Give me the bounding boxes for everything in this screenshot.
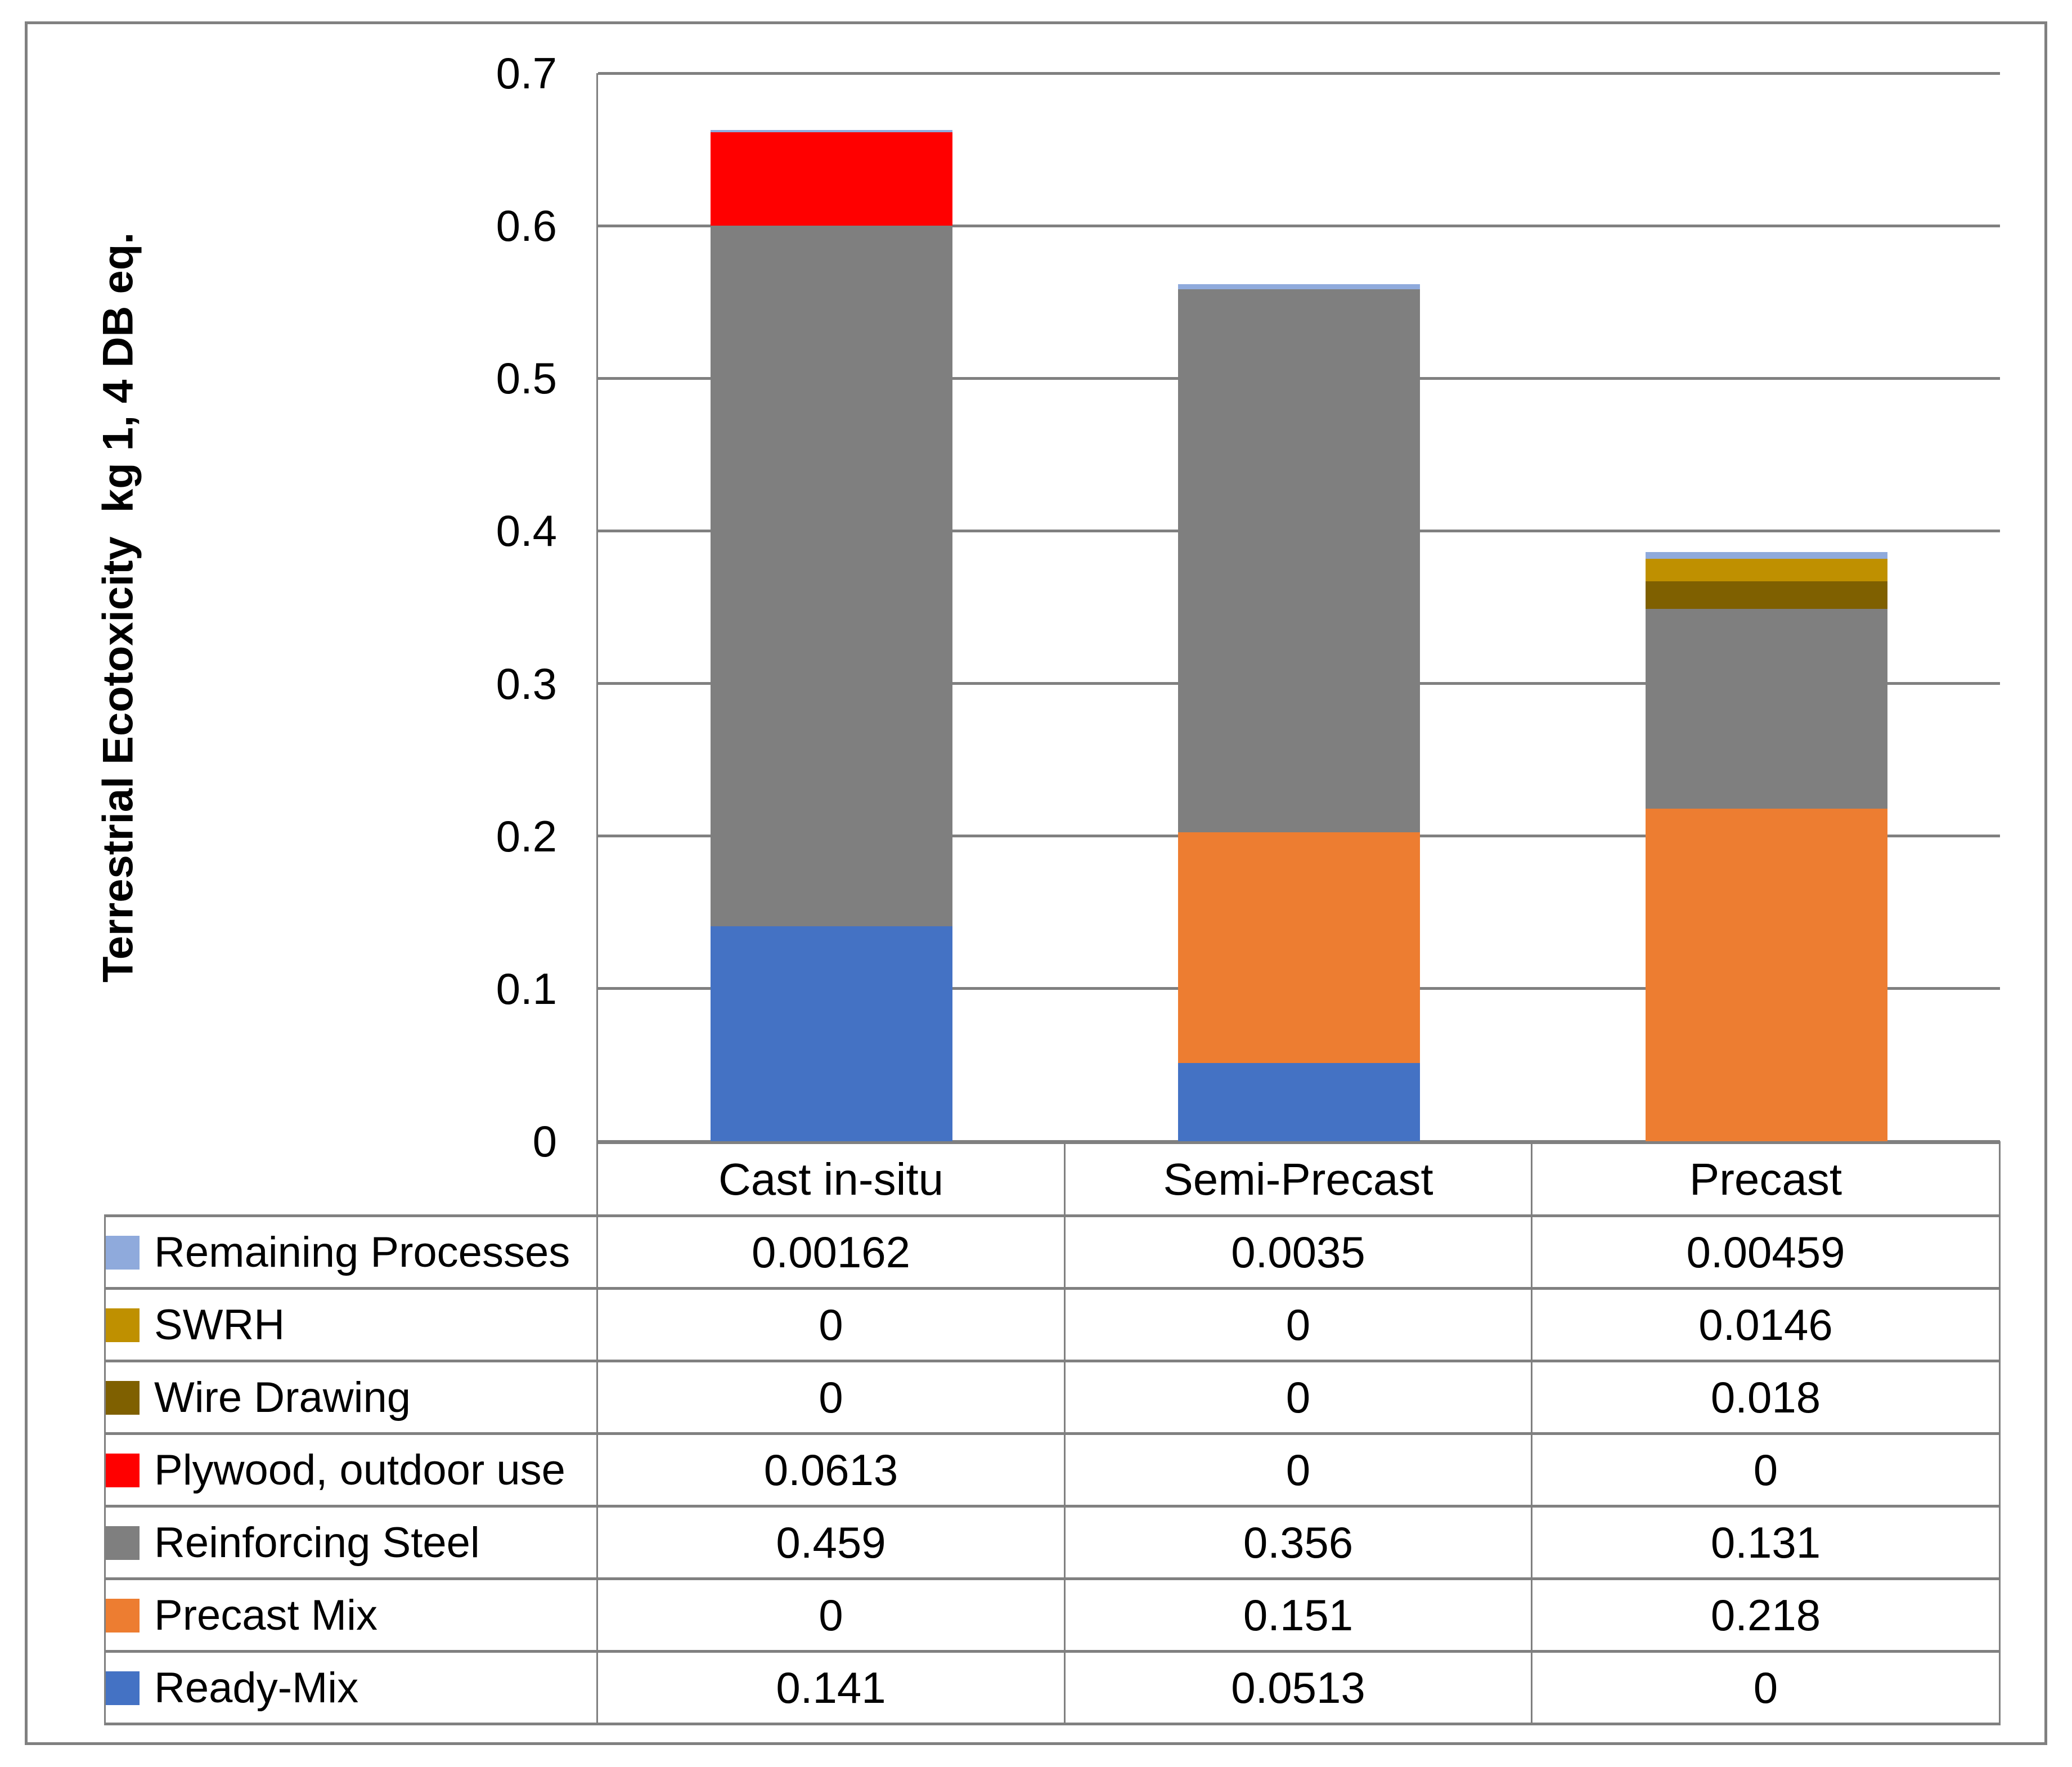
legend-cell: Reinforcing Steel <box>104 1505 598 1580</box>
legend-cell: SWRH <box>104 1287 598 1362</box>
value-cell: 0 <box>1531 1650 2001 1725</box>
legend-key-swatch <box>106 1526 140 1560</box>
y-tick-label: 0.1 <box>496 963 557 1013</box>
y-axis-title: Terrestrial Ecotoxicity kg 1, 4 DB eq. <box>94 232 142 983</box>
value-cell: 0.218 <box>1531 1577 2001 1653</box>
table-row-remaining-processes: Remaining Processes 0.00162 0.0035 0.00459 <box>104 1214 2001 1290</box>
y-tick-label: 0 <box>532 1116 557 1166</box>
category-header-semi-precast: Semi-Precast <box>1064 1141 1532 1217</box>
y-tick-label: 0.7 <box>496 48 557 98</box>
value-cell: 0.459 <box>596 1505 1066 1580</box>
value-cell: 0.00459 <box>1531 1214 2001 1290</box>
legend-cell: Precast Mix <box>104 1577 598 1653</box>
series-label: Remaining Processes <box>154 1228 570 1276</box>
value-cell: 0 <box>1064 1432 1532 1508</box>
value-cell: 0.131 <box>1531 1505 2001 1580</box>
series-label: SWRH <box>154 1300 285 1349</box>
plot-area <box>596 71 2000 1143</box>
table-row-wire-drawing: Wire Drawing 0 0 0.018 <box>104 1360 2001 1435</box>
legend-cell: Plywood, outdoor use <box>104 1432 598 1508</box>
gridline-y-0 <box>598 1140 2000 1143</box>
y-tick-label: 0.2 <box>496 811 557 861</box>
value-cell: 0.00162 <box>596 1214 1066 1290</box>
value-cell: 0.141 <box>596 1650 1066 1725</box>
bar-segment-remaining-processes-cast-in-situ <box>711 129 953 132</box>
y-tick-label: 0.5 <box>496 353 557 403</box>
bar-segment-precast-mix-semi-precast <box>1178 832 1420 1063</box>
legend-key-swatch <box>106 1599 140 1633</box>
legend-key-swatch <box>106 1236 140 1270</box>
series-label: Ready-Mix <box>154 1663 359 1712</box>
value-cell: 0.0513 <box>1064 1650 1532 1725</box>
legend-key-swatch <box>106 1308 140 1343</box>
value-cell: 0 <box>596 1360 1066 1435</box>
series-label: Plywood, outdoor use <box>154 1446 565 1494</box>
table-row-plywood-outdoor-use: Plywood, outdoor use 0.0613 0 0 <box>104 1432 2001 1508</box>
table-corner-cell <box>105 1143 597 1216</box>
bar-segment-ready-mix-cast-in-situ <box>711 926 953 1141</box>
gridline-y-0.7 <box>598 71 2000 75</box>
legend-key-swatch <box>106 1671 140 1706</box>
value-cell: 0.018 <box>1531 1360 2001 1435</box>
bar-segment-reinforcing-steel-precast <box>1645 608 1887 809</box>
table-row-swrh: SWRH 0 0 0.0146 <box>104 1287 2001 1362</box>
data-table: Cast in-situ Semi-Precast Precast Remaining… <box>104 1141 2001 1725</box>
y-tick-label: 0.6 <box>496 201 557 251</box>
table-row-precast-mix: Precast Mix 0 0.151 0.218 <box>104 1577 2001 1653</box>
value-cell: 0 <box>1531 1432 2001 1508</box>
series-label: Reinforcing Steel <box>154 1518 480 1567</box>
series-label: Wire Drawing <box>154 1373 411 1421</box>
legend-cell: Ready-Mix <box>104 1650 598 1725</box>
value-cell: 0 <box>1064 1287 1532 1362</box>
legend-cell: Remaining Processes <box>104 1214 598 1290</box>
y-tick-label: 0.3 <box>496 658 557 708</box>
value-cell: 0.0613 <box>596 1432 1066 1508</box>
value-cell: 0.356 <box>1064 1505 1532 1580</box>
value-cell: 0 <box>596 1287 1066 1362</box>
value-cell: 0.0035 <box>1064 1214 1532 1290</box>
series-label: Precast Mix <box>154 1591 377 1639</box>
table-row-ready-mix: Ready-Mix 0.141 0.0513 0 <box>104 1650 2001 1725</box>
chart-outer-border <box>25 21 2047 1745</box>
bar-segment-swrh-precast <box>1645 559 1887 581</box>
table-row-reinforcing-steel: Reinforcing Steel 0.459 0.356 0.131 <box>104 1505 2001 1580</box>
value-cell: 0 <box>596 1577 1066 1653</box>
category-header-row: Cast in-situ Semi-Precast Precast <box>105 1141 2001 1217</box>
bar-segment-remaining-processes-precast <box>1645 551 1887 559</box>
gridline-y-0.6 <box>598 224 2000 227</box>
value-cell: 0.0146 <box>1531 1287 2001 1362</box>
legend-key-swatch <box>106 1381 140 1415</box>
bar-segment-reinforcing-steel-cast-in-situ <box>711 226 953 926</box>
category-header-cast-in-situ: Cast in-situ <box>596 1141 1066 1217</box>
category-header-precast: Precast <box>1531 1141 2001 1217</box>
bar-segment-reinforcing-steel-semi-precast <box>1178 289 1420 833</box>
legend-cell: Wire Drawing <box>104 1360 598 1435</box>
y-tick-label: 0.4 <box>496 506 557 556</box>
value-cell: 0.151 <box>1064 1577 1532 1653</box>
legend-key-swatch <box>106 1454 140 1488</box>
bar-segment-ready-mix-semi-precast <box>1178 1062 1420 1141</box>
bar-segment-wire-drawing-precast <box>1645 581 1887 609</box>
bar-segment-remaining-processes-semi-precast <box>1178 284 1420 290</box>
value-cell: 0 <box>1064 1360 1532 1435</box>
bar-segment-plywood-outdoor-use-cast-in-situ <box>711 132 953 226</box>
bar-segment-precast-mix-precast <box>1645 808 1887 1141</box>
